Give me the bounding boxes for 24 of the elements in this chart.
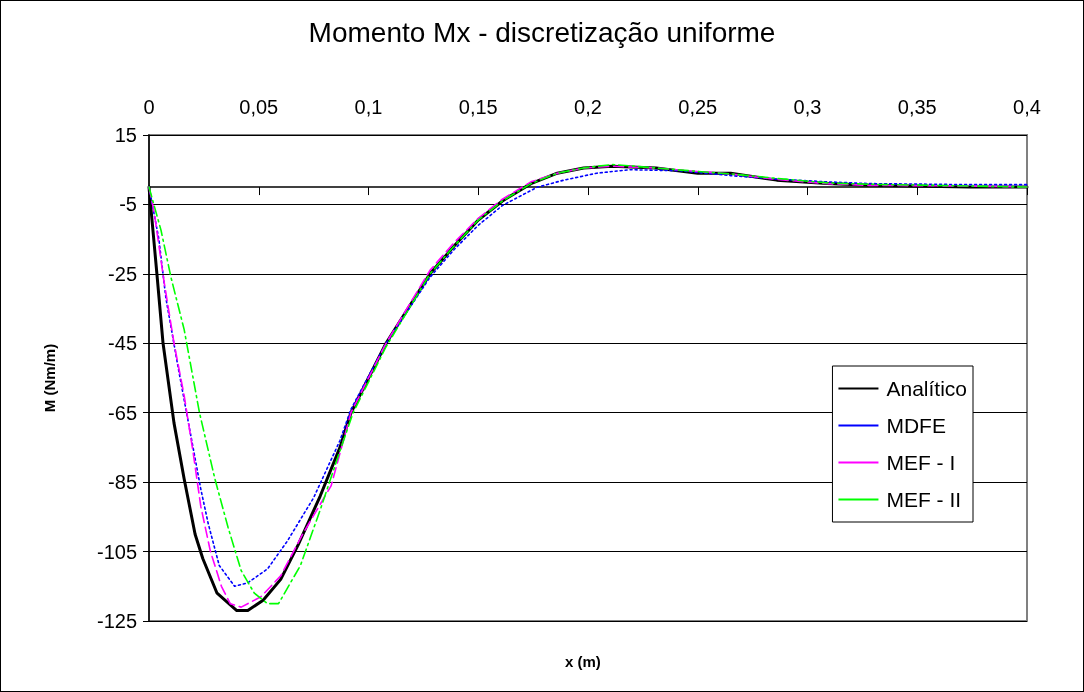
y-tick-label: -5: [119, 193, 137, 216]
x-tick-label: 0,35: [897, 96, 937, 118]
y-tick-label: 15: [114, 124, 137, 146]
y-axis-title: M (Nm/m): [41, 343, 58, 413]
x-tick-label: 0,15: [458, 96, 498, 118]
x-tick-label: 0,3: [793, 96, 822, 118]
legend-label: MEF - II: [886, 488, 962, 511]
y-tick-label: -105: [96, 540, 137, 563]
x-tick-label: 0,4: [1013, 96, 1041, 118]
chart-title: Momento Mx - discretização uniforme: [308, 16, 776, 48]
x-tick-label: 0,1: [354, 96, 383, 118]
y-tick-label: -65: [108, 401, 137, 424]
y-tick-label: -45: [108, 332, 137, 355]
legend-label: Analítico: [886, 377, 967, 400]
x-axis-title: x (m): [565, 653, 601, 670]
legend-label: MDFE: [886, 414, 946, 437]
x-tick-label: 0,2: [574, 96, 602, 118]
y-tick-label: -125: [96, 610, 137, 632]
x-tick-label: 0,05: [239, 96, 279, 118]
x-tick-label: 0: [143, 96, 155, 118]
legend-label: MEF - I: [886, 451, 956, 474]
y-tick-label: -85: [108, 471, 137, 494]
x-tick-label: 0,25: [678, 96, 718, 118]
y-tick-label: -25: [108, 262, 137, 285]
